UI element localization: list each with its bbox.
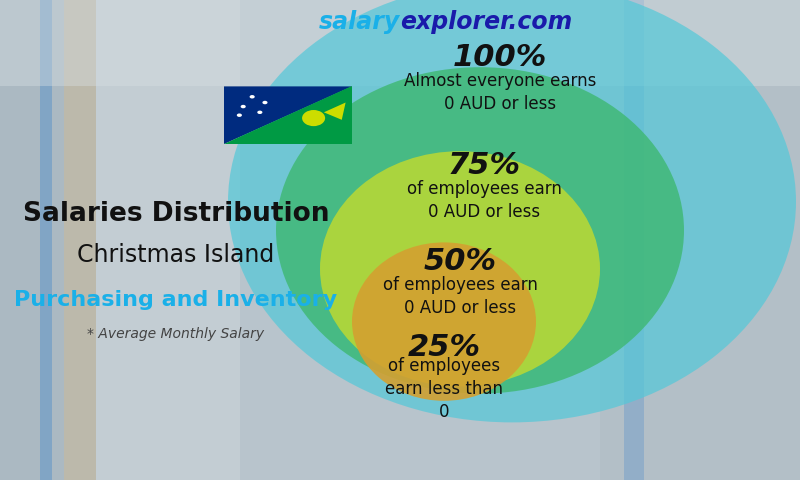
Ellipse shape <box>276 67 684 394</box>
Text: of employees
earn less than
0: of employees earn less than 0 <box>385 357 503 420</box>
Text: Purchasing and Inventory: Purchasing and Inventory <box>14 290 338 310</box>
Ellipse shape <box>258 110 262 114</box>
Ellipse shape <box>352 242 536 401</box>
Ellipse shape <box>320 151 600 386</box>
Ellipse shape <box>241 105 246 108</box>
Text: of employees earn
0 AUD or less: of employees earn 0 AUD or less <box>406 180 562 221</box>
Bar <box>64 0 96 480</box>
Text: explorer.com: explorer.com <box>400 10 572 34</box>
Polygon shape <box>324 103 346 120</box>
Text: 75%: 75% <box>447 151 521 180</box>
Text: Christmas Island: Christmas Island <box>78 243 274 267</box>
Text: Almost everyone earns
0 AUD or less: Almost everyone earns 0 AUD or less <box>404 72 596 113</box>
Text: 50%: 50% <box>423 247 497 276</box>
Ellipse shape <box>262 101 267 104</box>
Text: of employees earn
0 AUD or less: of employees earn 0 AUD or less <box>382 276 538 317</box>
Ellipse shape <box>302 110 325 126</box>
Bar <box>96 0 240 480</box>
Polygon shape <box>224 86 352 144</box>
Text: salary: salary <box>318 10 400 34</box>
Bar <box>600 0 800 480</box>
Polygon shape <box>224 86 352 144</box>
Bar <box>40 0 52 480</box>
Ellipse shape <box>250 95 254 98</box>
Text: 25%: 25% <box>407 334 481 362</box>
Text: 100%: 100% <box>453 43 547 72</box>
Ellipse shape <box>237 113 242 117</box>
Bar <box>624 0 644 480</box>
Text: Salaries Distribution: Salaries Distribution <box>22 201 330 227</box>
Bar <box>0 0 800 86</box>
Ellipse shape <box>228 0 796 422</box>
Text: * Average Monthly Salary: * Average Monthly Salary <box>87 326 265 341</box>
Bar <box>0 0 64 480</box>
